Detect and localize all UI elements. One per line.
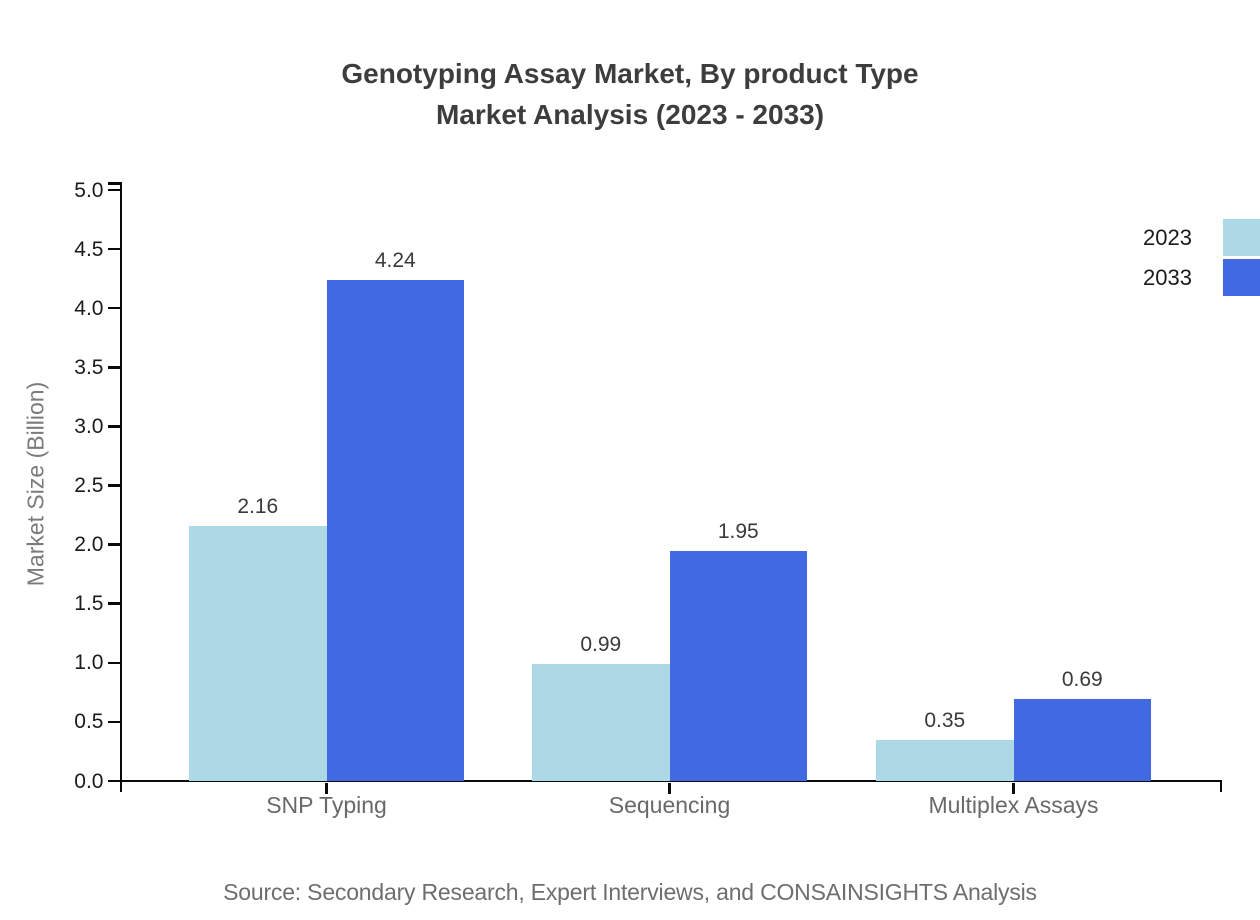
category-label: Sequencing — [608, 792, 731, 818]
bar-value-label: 2.16 — [237, 494, 279, 518]
chart-title-line1: Genotyping Assay Market, By product Type — [341, 58, 919, 89]
x-tick — [325, 782, 328, 794]
bar-value-label: 0.69 — [1061, 668, 1103, 692]
bar-2033-0 — [326, 279, 464, 781]
source-note: Source: Secondary Research, Expert Inter… — [223, 879, 1037, 905]
bar-value-label: 1.95 — [717, 519, 759, 543]
y-tick — [107, 543, 120, 546]
y-axis-line — [119, 182, 122, 792]
y-tick — [107, 720, 120, 724]
category-label: SNP Typing — [266, 792, 387, 818]
y-tick-label: 2.0 — [74, 533, 104, 557]
legend-swatch — [1223, 219, 1260, 256]
y-tick-label: 4.0 — [74, 296, 104, 320]
y-tick — [107, 425, 120, 428]
x-tick — [1012, 782, 1015, 794]
y-tick-label: 0.0 — [74, 769, 104, 793]
bar-2033-1 — [669, 550, 807, 781]
bar-value-label: 4.24 — [374, 248, 416, 272]
y-tick — [107, 247, 120, 251]
bar-value-label: 0.99 — [580, 632, 622, 656]
chart-title-line2: Market Analysis (2023 - 2033) — [435, 99, 825, 130]
y-tick — [107, 661, 120, 665]
y-tick — [107, 306, 120, 310]
chart-title: Genotyping Assay Market, By product Type… — [0, 53, 1260, 135]
y-tick — [107, 188, 120, 192]
legend-item-2023: 2023 — [1060, 219, 1260, 257]
y-tick-label: 4.5 — [74, 237, 104, 261]
legend-label: 2033 — [1143, 265, 1192, 290]
y-tick-label: 3.5 — [74, 355, 104, 379]
y-tick — [107, 366, 120, 369]
legend-label: 2023 — [1143, 225, 1192, 250]
bar-2023-0 — [189, 525, 327, 781]
y-tick-label: 0.5 — [74, 710, 104, 734]
y-tick-label: 3.0 — [74, 414, 104, 438]
bar-2033-2 — [1013, 699, 1151, 781]
y-tick — [107, 484, 120, 487]
x-axis-endcap-tick — [1219, 781, 1222, 792]
y-tick-label: 2.5 — [74, 474, 104, 497]
y-tick-label: 1.0 — [74, 651, 104, 675]
legend-item-2033: 2033 — [1060, 259, 1260, 297]
category-label: Multiplex Assays — [928, 792, 1099, 818]
y-tick — [107, 779, 120, 783]
y-tick-label: 1.5 — [74, 592, 104, 616]
bar-2023-1 — [532, 663, 670, 781]
y-tick-label: 5.0 — [74, 178, 104, 202]
y-axis-endcap-tick — [108, 182, 120, 185]
y-tick — [107, 602, 120, 605]
legend-swatch — [1223, 259, 1260, 296]
bar-value-label: 0.35 — [924, 708, 966, 732]
x-tick — [668, 782, 671, 794]
bar-2023-2 — [876, 739, 1014, 781]
